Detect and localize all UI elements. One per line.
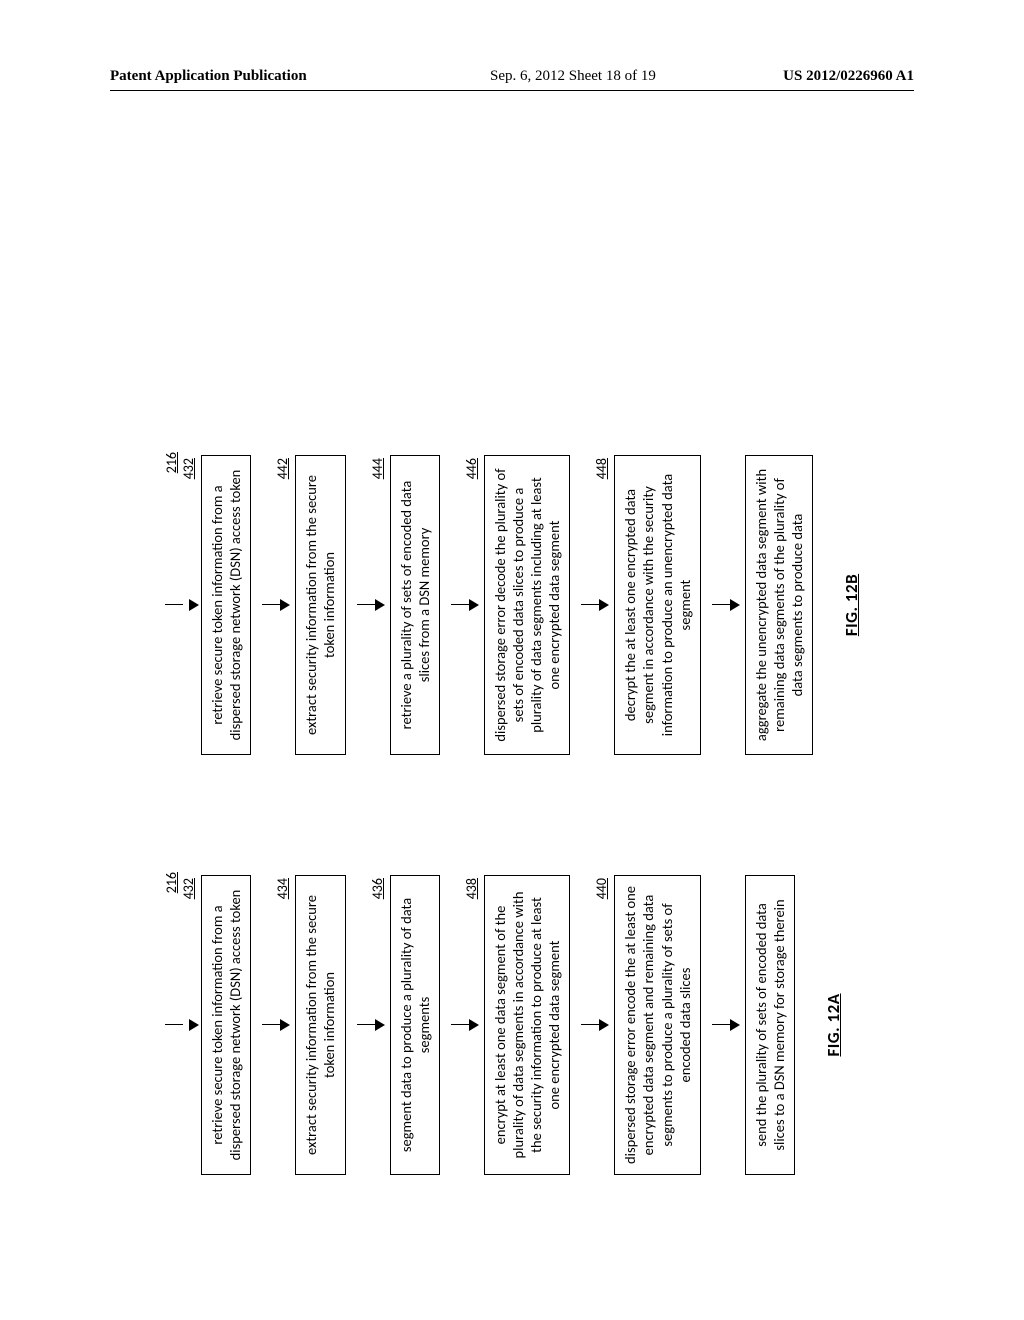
fig-12b-step-6: aggregate the unencrypted data segment w… [745, 455, 813, 755]
fig-12a-step-5: 440 dispersed storage error encode the a… [614, 875, 701, 1175]
step-text: aggregate the unencrypted data segment w… [752, 469, 806, 741]
step-number: 432 [180, 458, 198, 479]
fig-12b-flow: 216 432 retrieve secure token informatio… [165, 450, 862, 760]
arrow-down-icon [440, 450, 484, 760]
fig-12b-start-arrow: 216 [165, 450, 201, 760]
header-date-sheet: Sep. 6, 2012 Sheet 18 of 19 [490, 68, 656, 85]
arrow-line-icon [165, 605, 183, 606]
fig-12b-step-4: 446 dispersed storage error decode the p… [484, 455, 571, 755]
figure-content-rotated: 216 432 retrieve secure token informatio… [135, 180, 895, 1180]
fig-12b-step-5: 448 decrypt the at least one encrypted d… [614, 455, 701, 755]
header-publication: Patent Application Publication [110, 68, 307, 85]
arrow-down-icon [251, 450, 295, 760]
fig-12a-flow: 216 432 retrieve secure token informatio… [165, 870, 844, 1180]
step-text: decrypt the at least one encrypted data … [621, 474, 693, 736]
step-number: 438 [463, 878, 481, 899]
step-text: dispersed storage error encode the at le… [621, 886, 693, 1164]
header-rule [110, 90, 914, 91]
arrow-down-icon [701, 870, 745, 1180]
step-number: 440 [593, 878, 611, 899]
step-text: segment data to produce a plurality of d… [397, 898, 433, 1152]
arrow-head-icon [189, 1019, 199, 1031]
step-text: send the plurality of sets of encoded da… [752, 899, 788, 1150]
patent-page: Patent Application Publication Sep. 6, 2… [0, 0, 1024, 1320]
step-text: retrieve a plurality of sets of encoded … [397, 481, 433, 730]
fig-12a-step-1: 432 retrieve secure token information fr… [201, 875, 251, 1175]
arrow-down-icon [570, 870, 614, 1180]
arrow-down-icon [251, 870, 295, 1180]
arrow-line-icon [165, 1025, 183, 1026]
fig-12b-step-2: 442 extract security information from th… [295, 455, 345, 755]
step-text: dispersed storage error decode the plura… [491, 468, 563, 741]
arrow-down-icon [346, 450, 390, 760]
fig-12a-label: FIG. 12A [823, 993, 844, 1056]
fig-12a-step-3: 436 segment data to produce a plurality … [390, 875, 440, 1175]
fig-12a-start-arrow: 216 [165, 870, 201, 1180]
step-number: 434 [274, 878, 292, 899]
arrow-down-icon [701, 450, 745, 760]
fig-12a-step-2: 434 extract security information from th… [295, 875, 345, 1175]
fig-12b-label: FIG. 12B [841, 574, 862, 636]
step-text: extract security information from the se… [302, 475, 338, 735]
step-number: 446 [463, 458, 481, 479]
step-text: retrieve secure token information from a… [208, 470, 244, 741]
arrow-down-icon [346, 870, 390, 1180]
step-number: 444 [369, 458, 387, 479]
figure-columns: 216 432 retrieve secure token informatio… [135, 180, 862, 1180]
step-text: extract security information from the se… [302, 895, 338, 1155]
step-number: 432 [180, 878, 198, 899]
arrow-down-icon [570, 450, 614, 760]
fig-12a-start-num: 216 [163, 872, 180, 893]
arrow-down-icon [440, 870, 484, 1180]
step-number: 442 [274, 458, 292, 479]
fig-12a-step-4: 438 encrypt at least one data segment of… [484, 875, 571, 1175]
step-text: retrieve secure token information from a… [208, 890, 244, 1161]
arrow-head-icon [189, 599, 199, 611]
page-header: Patent Application Publication Sep. 6, 2… [70, 68, 954, 98]
fig-12a-step-6: send the plurality of sets of encoded da… [745, 875, 795, 1175]
step-number: 436 [369, 878, 387, 899]
step-text: encrypt at least one data segment of the… [491, 892, 563, 1159]
fig-12b-start-num: 216 [163, 452, 180, 473]
header-pub-number: US 2012/0226960 A1 [783, 68, 914, 85]
fig-12b-step-1: 432 retrieve secure token information fr… [201, 455, 251, 755]
fig-12b-step-3: 444 retrieve a plurality of sets of enco… [390, 455, 440, 755]
step-number: 448 [593, 458, 611, 479]
